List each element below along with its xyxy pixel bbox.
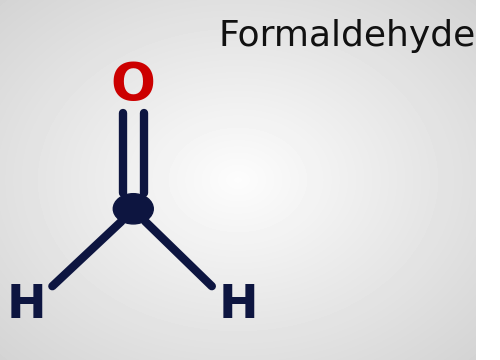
Text: H: H bbox=[218, 284, 258, 328]
Text: Formaldehyde: Formaldehyde bbox=[219, 19, 476, 53]
Text: H: H bbox=[6, 284, 46, 328]
Circle shape bbox=[114, 194, 154, 224]
Text: O: O bbox=[111, 60, 156, 112]
